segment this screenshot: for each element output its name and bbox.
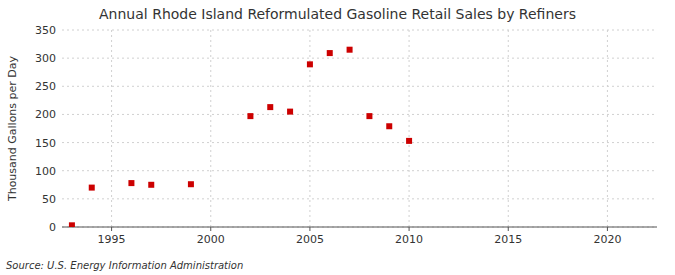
y-axis-label: Thousand Gallons per Day (6, 55, 19, 202)
point (69, 222, 75, 227)
y-grid-line (62, 142, 657, 143)
x-grid-line (210, 30, 211, 227)
x-tick-label: 2020 (593, 233, 621, 246)
y-tick-label: 0 (49, 221, 56, 234)
x-axis: 1995 2000 2005 2010 2015 2020 (62, 227, 657, 246)
x-tick-label: 1995 (98, 233, 126, 246)
y-tick-label: 250 (35, 80, 56, 93)
x-tick (508, 227, 509, 231)
y-tick-label: 200 (35, 108, 56, 121)
x-tick (409, 227, 410, 231)
chart-container: 0 50 100 150 200 250 300 350 1995 2000 2005 2010 201… (0, 0, 675, 275)
x-tick (309, 227, 310, 231)
x-grid-line (409, 30, 410, 227)
grid (62, 30, 657, 227)
source-note: Source: U.S. Energy Information Administ… (6, 260, 243, 271)
y-grid-line (62, 170, 657, 171)
y-grid-line (62, 198, 657, 199)
y-grid-line (62, 30, 657, 31)
x-tick-label: 2010 (395, 233, 423, 246)
x-grid-line (607, 30, 608, 227)
point (327, 50, 333, 56)
point (188, 181, 194, 187)
point (128, 180, 134, 186)
y-grid-line (62, 58, 657, 59)
x-grid-line (111, 30, 112, 227)
x-grid-line (309, 30, 310, 227)
point (307, 61, 313, 67)
point (366, 113, 372, 119)
y-tick-label: 50 (42, 193, 56, 206)
x-tick (607, 227, 608, 231)
x-tick-label: 2000 (197, 233, 225, 246)
title: Annual Rhode Island Reformulated Gasolin… (99, 6, 576, 22)
x-tick-label: 2005 (296, 233, 324, 246)
y-grid-line (62, 227, 657, 228)
point (386, 123, 392, 129)
x-tick (210, 227, 211, 231)
point (347, 47, 353, 53)
x-axis-line (62, 227, 657, 228)
x-tick (111, 227, 112, 231)
y-tick-label: 300 (35, 52, 56, 65)
y-grid-line (62, 86, 657, 87)
point (406, 138, 412, 144)
x-grid-line (508, 30, 509, 227)
point (267, 104, 273, 110)
y-tick-label: 150 (35, 137, 56, 150)
point (247, 113, 253, 119)
chart: 0 50 100 150 200 250 300 350 1995 2000 2005 2010 201… (0, 0, 675, 275)
y-grid-line (62, 114, 657, 115)
point (287, 109, 293, 115)
y-tick-label: 350 (35, 24, 56, 37)
x-tick-label: 2015 (494, 233, 522, 246)
point (89, 185, 95, 191)
y-tick-label: 100 (35, 165, 56, 178)
points (69, 47, 412, 227)
point (148, 182, 154, 188)
y-axis: 0 50 100 150 200 250 300 350 (35, 24, 56, 234)
